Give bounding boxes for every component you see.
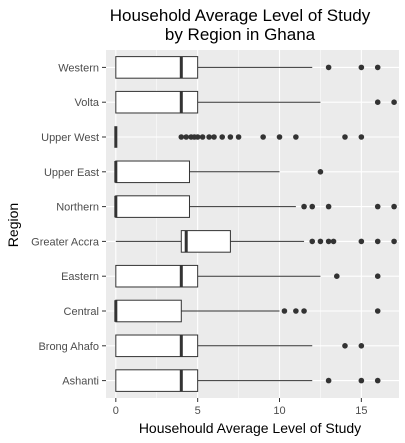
outlier-point: [235, 134, 242, 140]
box-upper-west: [114, 126, 365, 148]
outlier-point: [374, 238, 381, 245]
outlier-point: [325, 203, 332, 210]
outlier-point: [276, 134, 283, 140]
iqr-box: [115, 56, 199, 79]
outlier-point: [342, 343, 348, 349]
iqr-box: [115, 195, 190, 218]
iqr-box: [115, 369, 199, 392]
outlier-point: [358, 64, 365, 71]
box-greater-accra: [115, 230, 397, 253]
box-volta: [115, 90, 397, 114]
y-tick-label: Central: [64, 306, 99, 318]
outlier-point: [391, 238, 397, 245]
x-tick-label: 0: [113, 405, 119, 417]
outlier-point: [309, 238, 316, 245]
iqr-box: [115, 160, 190, 184]
outlier-point: [358, 377, 365, 384]
outlier-point: [358, 343, 365, 349]
outlier-point: [281, 308, 288, 314]
outlier-point: [301, 203, 307, 210]
boxes: [114, 56, 397, 392]
y-tick-label: Ashanti: [62, 376, 99, 388]
axes: Western Volta Upper West Upper East Northern…: [31, 62, 367, 417]
outlier-point: [317, 169, 324, 175]
chart-title-line-2: by Region in Ghana: [165, 25, 316, 44]
y-tick-label: Brong Ahafo: [38, 341, 99, 353]
outlier-point: [374, 273, 381, 280]
outlier-point: [211, 134, 217, 140]
x-tick-label: 10: [273, 405, 285, 417]
outlier-point: [330, 238, 337, 245]
y-tick-label: Western: [58, 62, 99, 74]
outlier-point: [317, 238, 324, 245]
outlier-point: [358, 134, 365, 140]
chart-title-line-1: Household Average Level of Study: [110, 6, 371, 25]
y-tick-label: Eastern: [61, 271, 99, 283]
outlier-point: [178, 134, 185, 140]
box-western: [115, 56, 381, 79]
box-central: [114, 299, 381, 323]
x-axis-title: Househould Average Level of Study: [139, 420, 361, 436]
y-tick-label: Upper West: [41, 132, 99, 144]
outlier-point: [391, 203, 397, 210]
outlier-point: [293, 308, 299, 314]
y-axis-title: Region: [5, 203, 21, 247]
outlier-point: [219, 134, 226, 140]
box-upper-east: [114, 160, 324, 184]
outlier-point: [301, 308, 307, 314]
outlier-point: [194, 134, 201, 140]
iqr-box: [115, 334, 199, 358]
x-tick-label: 15: [355, 405, 367, 417]
y-tick-label: Northern: [56, 202, 99, 214]
outlier-point: [374, 64, 381, 71]
outlier-point: [206, 134, 212, 140]
outlier-point: [391, 99, 397, 105]
x-tick-label: 5: [195, 405, 201, 417]
iqr-box: [115, 90, 199, 114]
outlier-point: [227, 134, 234, 140]
iqr-box: [180, 230, 231, 253]
outlier-point: [325, 238, 332, 245]
y-tick-label: Upper East: [44, 167, 99, 179]
outlier-point: [325, 64, 332, 71]
outlier-point: [199, 134, 206, 140]
outlier-point: [374, 99, 381, 105]
iqr-box: [115, 264, 199, 288]
outlier-point: [183, 134, 190, 140]
outlier-point: [333, 273, 340, 280]
box-brong-ahafo: [115, 334, 365, 358]
outlier-point: [260, 134, 266, 140]
outlier-point: [358, 238, 365, 245]
y-tick-label: Greater Accra: [31, 236, 100, 248]
outlier-point: [374, 203, 381, 210]
outlier-point: [374, 308, 381, 314]
box-northern: [114, 195, 397, 218]
outlier-point: [293, 134, 299, 140]
outlier-point: [342, 134, 348, 140]
box-eastern: [115, 264, 381, 288]
iqr-box: [115, 299, 182, 323]
outlier-point: [374, 377, 381, 384]
outlier-point: [325, 377, 332, 384]
outlier-point: [309, 203, 316, 210]
y-tick-label: Volta: [75, 97, 100, 109]
box-ashanti: [115, 369, 381, 392]
